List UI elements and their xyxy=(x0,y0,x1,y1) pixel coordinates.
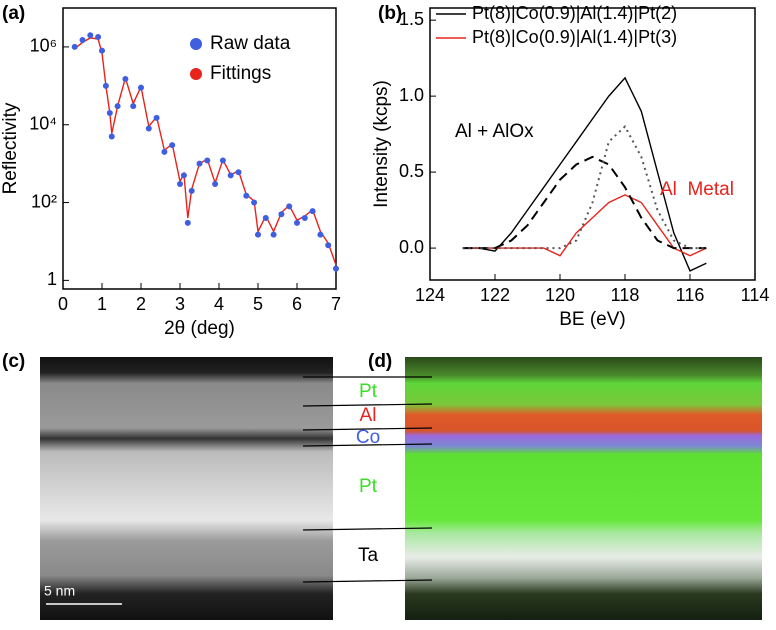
stem-image xyxy=(40,357,333,620)
x-tick-label: 118 xyxy=(611,285,640,305)
data-point xyxy=(188,187,195,194)
data-line xyxy=(74,37,337,266)
data-point xyxy=(106,110,113,117)
x-tick-label: 5 xyxy=(253,294,263,314)
legend-marker xyxy=(190,68,202,80)
panel-label: (a) xyxy=(2,3,25,24)
x-tick-label: 4 xyxy=(214,294,224,314)
x-tick-label: 120 xyxy=(545,285,575,305)
data-line xyxy=(462,76,707,272)
plot-frame xyxy=(429,7,756,281)
data-point xyxy=(262,215,269,222)
y-axis-label: Reflectivity xyxy=(0,102,21,194)
panel-label: (c) xyxy=(2,351,25,372)
legend-label: Raw data xyxy=(210,33,291,54)
layer-label: Co xyxy=(356,427,380,448)
layer-label: Pt xyxy=(359,476,378,497)
data-point xyxy=(294,219,300,226)
x-tick-label: 2 xyxy=(136,294,146,314)
legend-label: Pt(8)|Co(0.9)|Al(1.4)|Pt(3) xyxy=(472,27,677,47)
data-point xyxy=(212,180,219,187)
eds-map xyxy=(405,357,762,620)
data-point xyxy=(301,215,308,222)
data-point xyxy=(145,125,152,132)
data-point xyxy=(235,169,242,176)
y-tick-label: 10⁴ xyxy=(29,113,57,133)
x-tick-label: 114 xyxy=(741,285,770,305)
x-tick-label: 122 xyxy=(480,285,510,305)
data-point xyxy=(180,172,187,179)
data-point xyxy=(102,82,109,89)
data-point xyxy=(227,172,234,179)
y-tick-label: 10⁶ xyxy=(30,36,57,56)
data-point xyxy=(71,43,78,50)
annotation: Al Metal xyxy=(660,179,734,200)
data-point xyxy=(270,231,277,238)
data-point xyxy=(153,114,160,121)
y-tick-label: 1.5 xyxy=(399,9,424,29)
data-point xyxy=(130,103,137,110)
data-line xyxy=(462,155,707,250)
layer-label: Ta xyxy=(358,545,379,566)
plot-frame xyxy=(62,7,337,290)
legend-label: Fittings xyxy=(210,63,271,84)
legend-marker xyxy=(190,38,202,50)
legend-label: Pt(8)|Co(0.9)|Al(1.4)|Pt(2) xyxy=(472,3,677,23)
data-point xyxy=(114,103,121,110)
layer-label: Al xyxy=(360,405,377,426)
data-point xyxy=(255,231,261,238)
x-tick-label: 116 xyxy=(676,285,705,305)
data-point xyxy=(87,32,94,39)
data-point xyxy=(138,84,144,91)
data-point xyxy=(286,203,293,210)
data-point xyxy=(122,75,129,82)
x-tick-label: 7 xyxy=(331,294,341,314)
data-point xyxy=(196,160,203,167)
data-point xyxy=(317,231,324,238)
data-point xyxy=(95,33,102,40)
scale-bar-label: 5 nm xyxy=(44,583,75,599)
layer-lines xyxy=(302,376,433,583)
x-axis-label: BE (eV) xyxy=(559,309,626,330)
x-tick-label: 1 xyxy=(97,294,107,314)
data-point xyxy=(309,208,316,215)
x-tick-label: 3 xyxy=(175,294,185,314)
data-point xyxy=(108,133,115,140)
data-point xyxy=(243,192,250,199)
y-axis-label: Intensity (kcps) xyxy=(371,80,392,208)
y-tick-label: 1.0 xyxy=(399,85,424,105)
data-point xyxy=(325,242,332,249)
data-point xyxy=(79,37,86,44)
data-line xyxy=(462,124,707,250)
data-point xyxy=(169,142,176,149)
data-point xyxy=(251,199,258,206)
x-tick-label: 0 xyxy=(58,294,68,314)
layer-label: Pt xyxy=(359,381,378,402)
data-point xyxy=(204,157,211,164)
data-point xyxy=(333,265,339,272)
y-tick-label: 0.5 xyxy=(399,161,424,181)
y-tick-label: 0.0 xyxy=(399,237,424,257)
data-point xyxy=(177,180,183,187)
annotation: Al + AlOx xyxy=(455,121,534,142)
x-tick-label: 124 xyxy=(415,285,445,305)
panel-label: (b) xyxy=(378,3,402,24)
x-axis-label: 2θ (deg) xyxy=(164,318,235,339)
y-tick-label: 1 xyxy=(47,269,57,289)
x-tick-label: 6 xyxy=(292,294,302,314)
y-tick-label: 10² xyxy=(31,191,57,211)
data-point xyxy=(278,211,285,218)
data-point xyxy=(184,219,191,226)
panel-label: (d) xyxy=(368,351,392,372)
data-point xyxy=(99,47,105,54)
data-point xyxy=(161,148,168,155)
data-line xyxy=(462,194,707,257)
data-point xyxy=(219,157,226,164)
